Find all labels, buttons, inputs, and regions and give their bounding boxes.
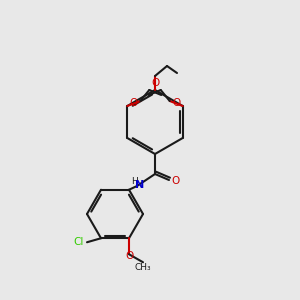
Text: O: O: [130, 98, 138, 109]
Text: H: H: [130, 176, 137, 185]
Text: O: O: [171, 176, 179, 186]
Text: O: O: [151, 78, 159, 88]
Text: N: N: [135, 180, 145, 190]
Text: O: O: [125, 251, 133, 261]
Text: O: O: [172, 98, 180, 109]
Text: Cl: Cl: [74, 237, 84, 247]
Text: CH₃: CH₃: [135, 263, 151, 272]
